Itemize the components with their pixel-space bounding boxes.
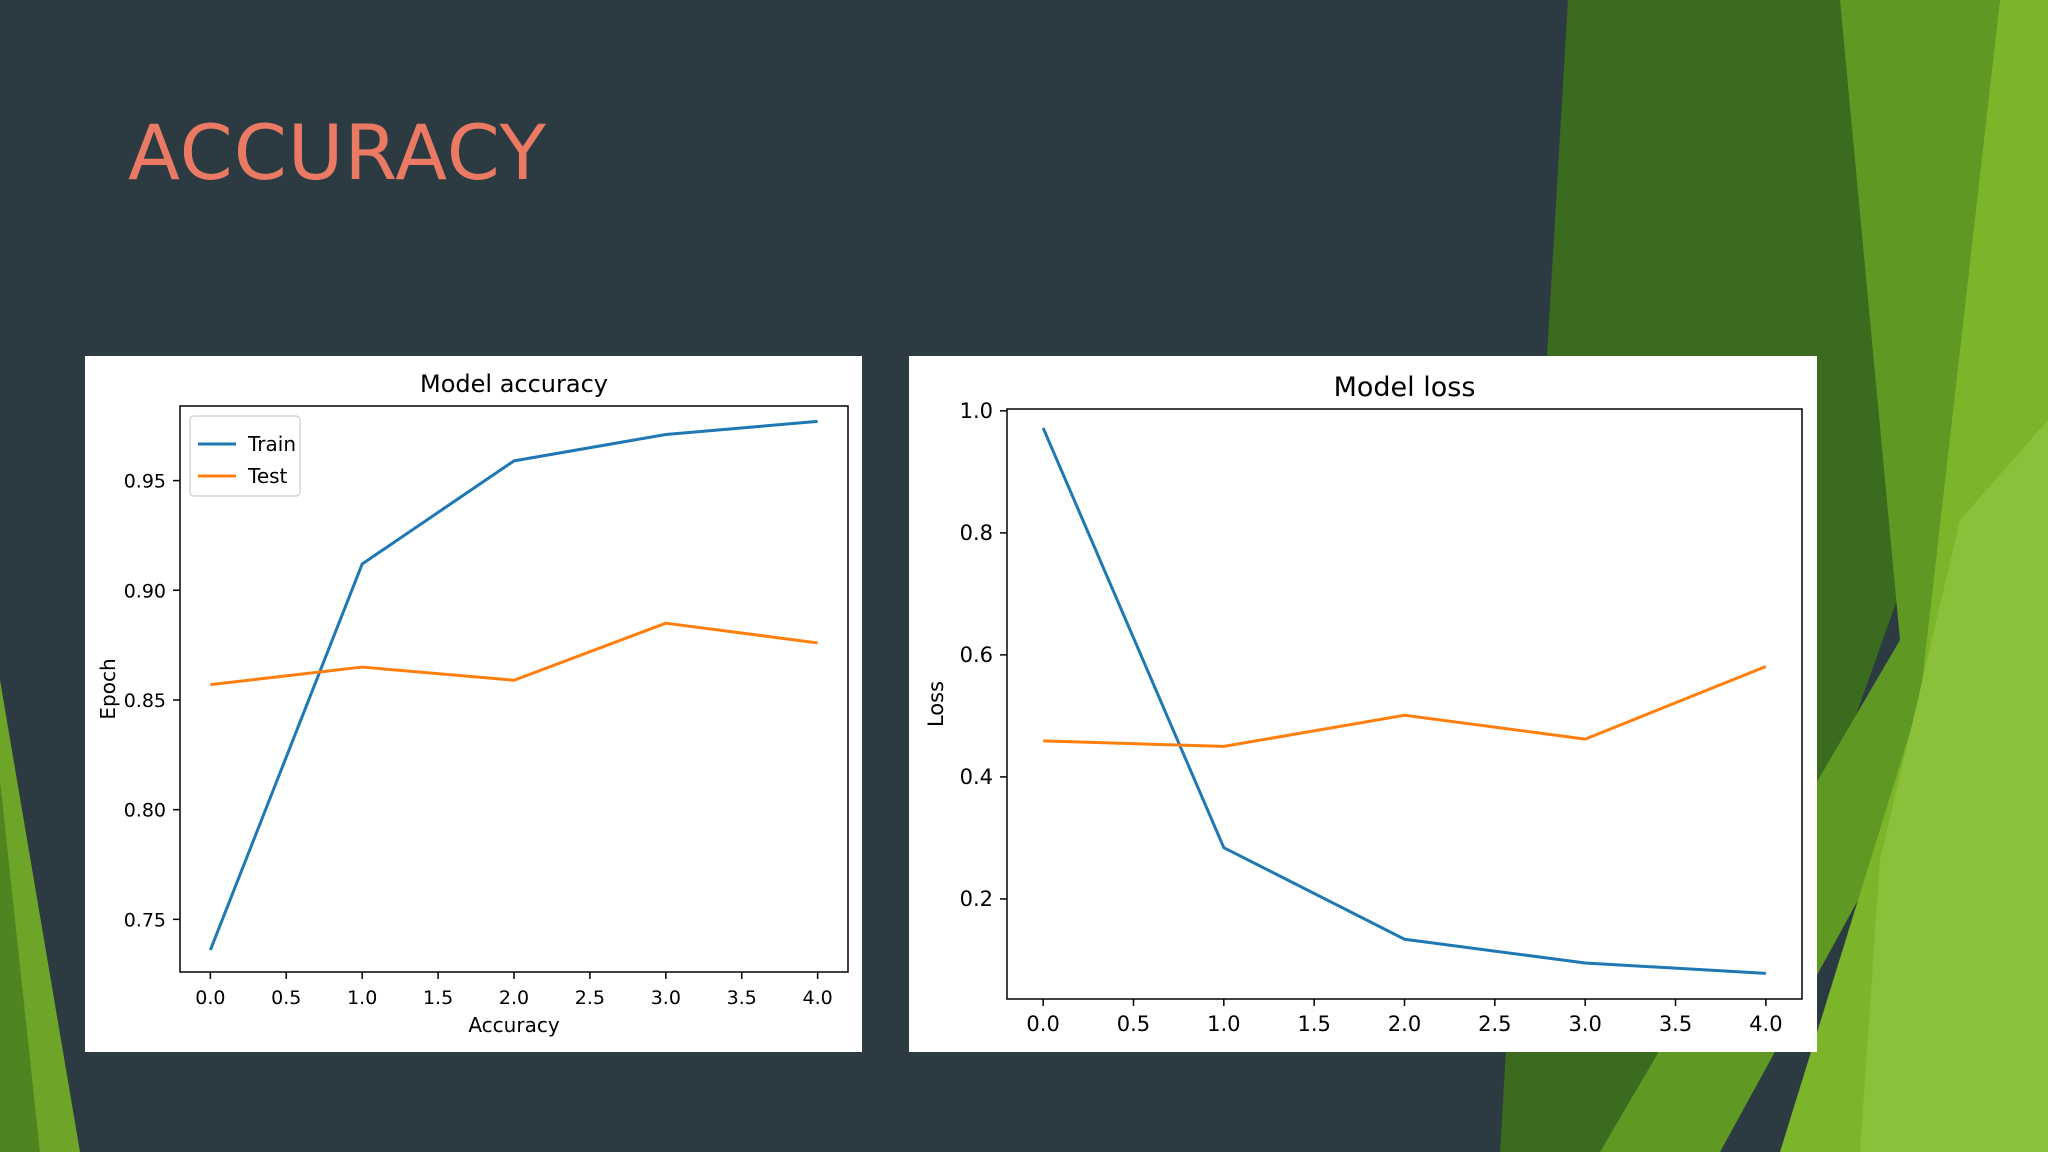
y-tick-label: 0.90	[124, 580, 166, 602]
y-tick-label: 0.8	[960, 521, 993, 545]
y-tick-label: 0.75	[124, 909, 166, 931]
y-tick-label: 0.95	[124, 471, 166, 493]
series-line-blue	[1041, 427, 1766, 975]
x-tick-label: 4.0	[1749, 1012, 1782, 1036]
bg-green-shape-right-mid	[1600, 0, 2000, 1152]
x-tick-label: 0.5	[1117, 1012, 1150, 1036]
chart-title: Model accuracy	[420, 370, 608, 398]
series-line-orange	[1043, 665, 1767, 748]
y-tick-label: 0.6	[960, 643, 993, 667]
x-tick-label: 1.5	[1297, 1012, 1330, 1036]
accuracy-chart: Model accuracy 0.0 0.5 1.0 1.5 2.0 2.5 3.0 3.5 4.…	[96, 370, 849, 1037]
y-tick-label: 0.2	[960, 887, 993, 911]
x-tick-label: 0.5	[271, 987, 301, 1009]
loss-chart-panel: Model loss 0.0 0.5 1.0 1.5 2.0 2.5 3.0 3.5 4.0 0.2…	[909, 356, 1817, 1052]
x-tick-label: 2.0	[499, 987, 529, 1009]
series-line-train	[208, 419, 818, 951]
legend-label-test: Test	[247, 464, 288, 488]
x-tick-label: 3.5	[727, 987, 757, 1009]
series-line-test	[210, 621, 818, 687]
y-tick-label: 1.0	[960, 399, 993, 423]
slide-title: ACCURACY	[128, 108, 547, 197]
plot-frame	[1006, 408, 1803, 1000]
x-tick-label: 3.5	[1659, 1012, 1692, 1036]
x-tick-label: 3.0	[1568, 1012, 1601, 1036]
y-tick-label: 0.80	[124, 800, 166, 822]
chart-legend: Train Test	[189, 415, 301, 497]
bg-green-shape-right-light	[1780, 0, 2048, 1152]
x-tick-label: 0.0	[195, 987, 225, 1009]
x-tick-label: 2.5	[1478, 1012, 1511, 1036]
y-axis-label: Loss	[924, 681, 948, 727]
accuracy-chart-panel: Model accuracy 0.0 0.5 1.0 1.5 2.0 2.5 3.0 3.5 4.…	[85, 356, 862, 1052]
x-tick-label: 1.0	[1207, 1012, 1240, 1036]
x-tick-label: 0.0	[1026, 1012, 1059, 1036]
x-tick-label: 1.5	[423, 987, 453, 1009]
x-tick-label: 4.0	[803, 987, 833, 1009]
y-tick-label: 0.85	[124, 690, 166, 712]
legend-label-train: Train	[247, 432, 296, 456]
x-tick-label: 1.0	[347, 987, 377, 1009]
bg-green-shape-right-pale	[1860, 420, 2048, 1152]
y-axis-label: Epoch	[96, 658, 120, 719]
y-tick-label: 0.4	[960, 765, 993, 789]
x-tick-label: 2.0	[1388, 1012, 1421, 1036]
x-axis-label: Accuracy	[468, 1013, 559, 1037]
x-tick-label: 3.0	[651, 987, 681, 1009]
x-tick-label: 2.5	[575, 987, 605, 1009]
bg-green-shape-left-dark	[0, 780, 40, 1152]
loss-chart: Model loss 0.0 0.5 1.0 1.5 2.0 2.5 3.0 3.5 4.0 0.2…	[924, 372, 1803, 1036]
chart-title: Model loss	[1334, 372, 1476, 403]
